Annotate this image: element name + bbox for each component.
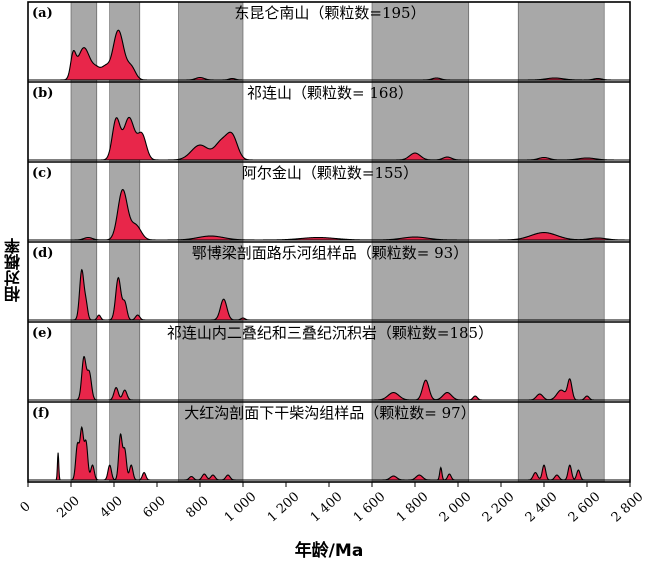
panel-4-tag: (d) xyxy=(32,246,53,261)
x-tick-label: 800 xyxy=(183,494,211,522)
x-tick-label: 1 600 xyxy=(351,489,389,525)
x-tick-label: 0 xyxy=(18,499,34,516)
panel-1-curve xyxy=(28,29,630,81)
panel-5-tag: (e) xyxy=(32,326,53,341)
panel-4-curve xyxy=(28,268,630,321)
x-tick-label: 200 xyxy=(54,494,82,522)
x-tick-label: 1 000 xyxy=(222,489,260,525)
x-tick-label: 2 000 xyxy=(437,489,475,525)
panel-5-title: 祁连山内二叠纪和三叠纪沉积岩（颗粒数=185） xyxy=(167,324,493,342)
panel-5-curve xyxy=(28,355,630,401)
panel-3-title: 阿尔金山（颗粒数=155） xyxy=(242,164,418,182)
y-axis-label: 相对概率 xyxy=(4,238,23,302)
panel-6-title: 大红沟剖面下干柴沟组样品（颗粒数= 97） xyxy=(184,404,475,422)
panel-2-tag: (b) xyxy=(32,86,53,101)
panel-4-title: 鄂博梁剖面路乐河组样品（颗粒数= 93） xyxy=(192,244,468,262)
panel-1-title: 东昆仑南山（颗粒数=195） xyxy=(234,4,425,22)
x-tick-label: 2 600 xyxy=(566,489,604,525)
x-tick-label: 2 400 xyxy=(523,489,561,525)
panel-1-tag: (a) xyxy=(32,6,53,21)
panel-3-tag: (c) xyxy=(32,166,52,181)
x-tick-label: 2 800 xyxy=(609,489,647,525)
x-axis-label: 年龄/Ma xyxy=(295,540,364,561)
x-tick-label: 600 xyxy=(140,494,168,522)
panel-3-curve xyxy=(28,188,630,241)
panel-6-curve xyxy=(28,425,630,481)
panel-2-title: 祁连山（颗粒数= 168） xyxy=(247,84,413,102)
x-tick-label: 1 200 xyxy=(265,489,303,525)
x-tick-label: 400 xyxy=(97,494,125,522)
x-tick-label: 1 800 xyxy=(394,489,432,525)
panel-2-curve xyxy=(28,116,630,161)
x-tick-label: 2 200 xyxy=(480,489,518,525)
panel-6-tag: (f) xyxy=(32,406,50,421)
x-tick-label: 1 400 xyxy=(308,489,346,525)
